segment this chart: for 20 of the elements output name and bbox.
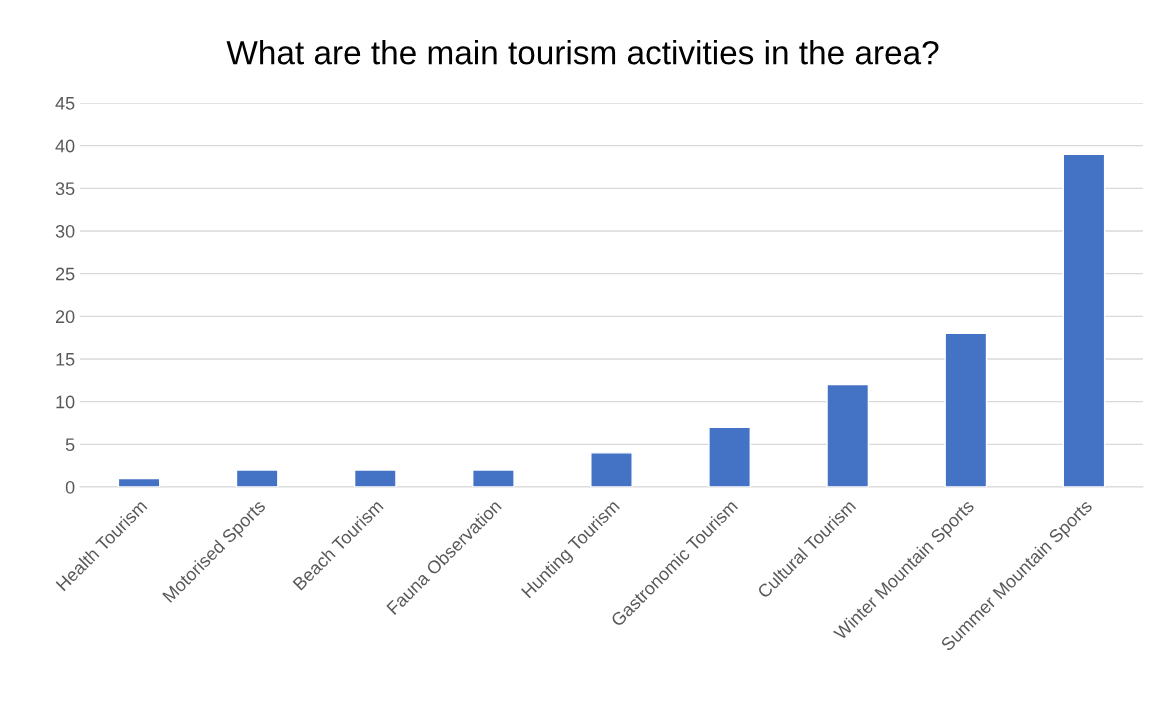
bar: [708, 426, 751, 487]
y-tick-label: 25: [55, 267, 75, 281]
bar: [472, 469, 515, 487]
y-tick-label: 5: [65, 438, 75, 452]
bar: [944, 332, 988, 487]
y-tick-label: 35: [55, 182, 75, 196]
y-tick-label: 45: [55, 97, 75, 110]
bar: [1062, 153, 1106, 487]
bar: [235, 469, 279, 487]
y-tick-label: 20: [55, 310, 75, 324]
bar: [826, 383, 870, 487]
y-tick-label: 30: [55, 224, 75, 238]
y-tick-label: 10: [56, 395, 75, 409]
bar: [590, 452, 633, 487]
y-tick-label: 0: [65, 480, 75, 494]
bar: [353, 469, 397, 487]
y-tick-label: 15: [56, 353, 75, 366]
y-tick-label: 40: [55, 139, 75, 153]
bar: [117, 477, 161, 487]
chart-title: What are the main tourism activities in the area?: [226, 40, 939, 65]
